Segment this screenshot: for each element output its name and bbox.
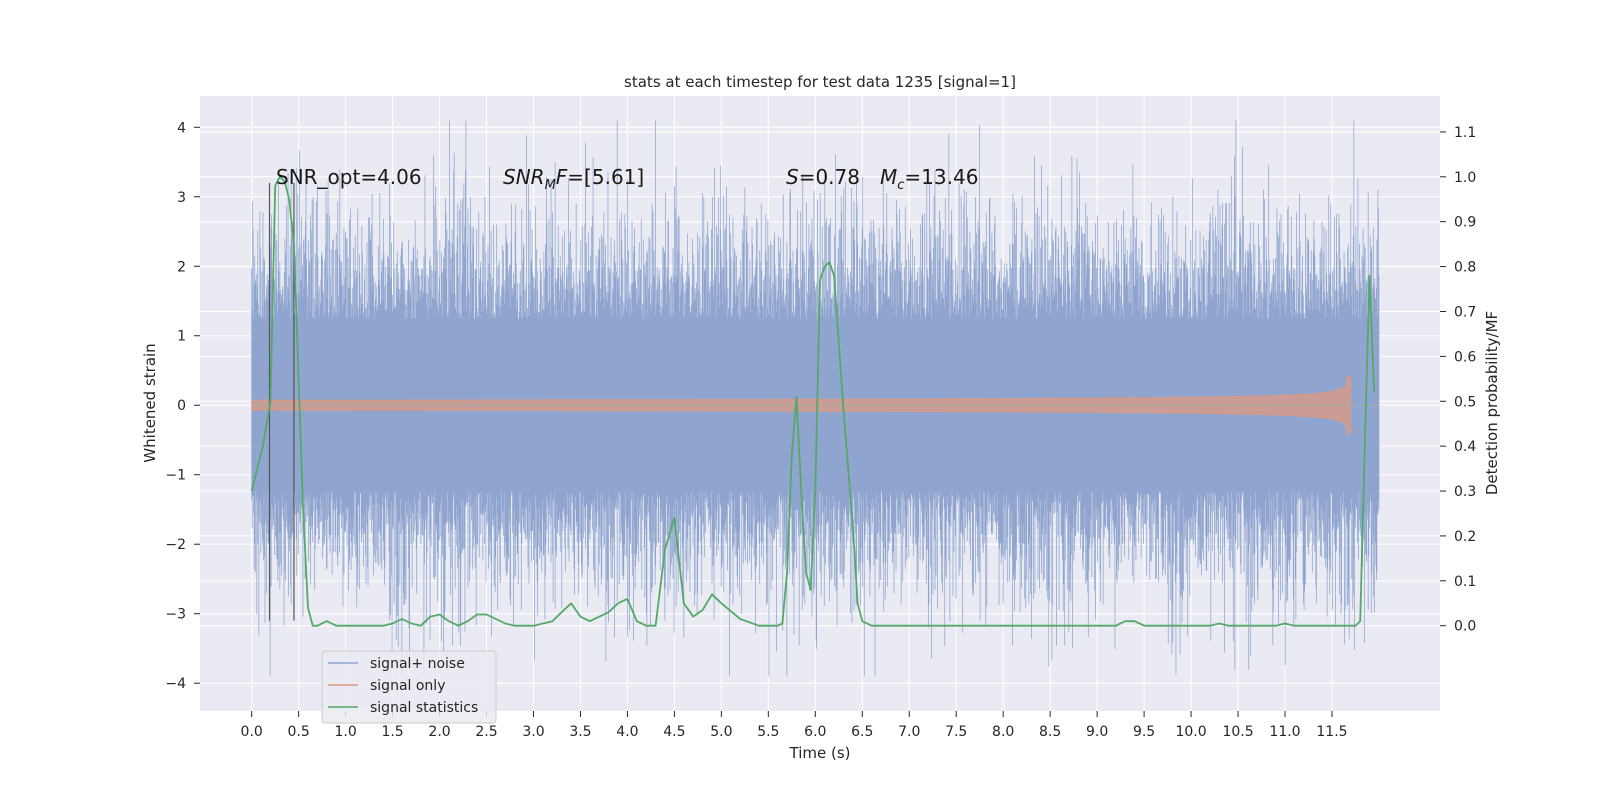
annotation-snr-mf-f: F [556, 165, 568, 189]
y2-tick-label: 0.2 [1454, 529, 1476, 545]
annotation-mc-main: M [880, 165, 897, 189]
legend-label-signal-plus-noise: signal+ noise [370, 656, 465, 672]
annotation-mc-value: =13.46 [904, 165, 978, 189]
annotation-mc-sub: c [897, 178, 904, 193]
y2-tick-label: 0.7 [1454, 304, 1476, 320]
y2-axis-label: Detection probability/MF [1483, 311, 1501, 495]
y-tick-label: 0 [177, 398, 186, 414]
legend-box [321, 650, 497, 724]
y2-tick-label: 1.0 [1454, 170, 1476, 186]
y2-tick-label: 1.1 [1454, 125, 1476, 141]
x-tick-label: 2.5 [475, 724, 497, 740]
x-tick-label: 0.5 [288, 724, 310, 740]
y2-tick-label: 0.9 [1454, 215, 1476, 231]
x-tick-label: 10.5 [1222, 724, 1253, 740]
y-tick-label: −4 [165, 676, 186, 692]
y2-tick-label: 0.0 [1454, 619, 1476, 635]
y-tick-label: −1 [165, 468, 186, 484]
y-tick-label: 2 [177, 259, 186, 275]
legend: signal+ noise signal only signal statist… [321, 650, 497, 724]
series-signal-only [251, 374, 1379, 436]
y2-tick-label: 0.4 [1454, 439, 1476, 455]
x-tick-label: 2.0 [428, 724, 450, 740]
x-tick-label: 5.0 [710, 724, 732, 740]
x-tick-label: 10.0 [1175, 724, 1206, 740]
x-tick-label: 5.5 [757, 724, 779, 740]
x-tick-label: 8.0 [992, 724, 1014, 740]
x-tick-label: 0.0 [241, 724, 263, 740]
x-tick-label: 9.0 [1086, 724, 1108, 740]
annotation-snr-mf-sub: M [545, 178, 556, 193]
y2-axis-ticks: 1.1 1.0 0.9 0.8 0.7 0.6 0.5 0.4 0.3 0.2 0.1 0.0 [1440, 125, 1476, 635]
x-tick-label: 9.5 [1133, 724, 1155, 740]
y2-tick-label: 0.5 [1454, 394, 1476, 410]
y-axis-ticks: 4 3 2 1 0 −1 −2 −3 −4 [165, 120, 200, 692]
y-tick-label: −3 [165, 607, 186, 623]
x-axis-ticks: 0.0 0.5 1.0 1.5 2.0 2.5 3.0 3.5 4.0 4.5 5.0 5.5 6.0 6… [241, 711, 1348, 740]
x-tick-label: 3.5 [569, 724, 591, 740]
series-signal-statistics [250, 175, 1376, 627]
statistics-line [250, 175, 1376, 627]
y2-tick-label: 0.8 [1454, 260, 1476, 276]
annotation-snr-mf-main: SNR [503, 165, 545, 189]
y-axis-label: Whitened strain [141, 343, 159, 462]
x-tick-label: 6.5 [851, 724, 873, 740]
y-tick-label: −2 [165, 537, 186, 553]
x-tick-label: 7.0 [898, 724, 920, 740]
y-tick-label: 3 [177, 190, 186, 206]
legend-label-signal-only: signal only [370, 678, 445, 694]
y-tick-label: 1 [177, 329, 186, 345]
y2-tick-label: 0.1 [1454, 574, 1476, 590]
x-tick-label: 7.5 [945, 724, 967, 740]
x-axis-label: Time (s) [789, 744, 851, 762]
x-tick-label: 1.0 [334, 724, 356, 740]
x-tick-label: 11.5 [1316, 724, 1347, 740]
x-tick-label: 11.0 [1269, 724, 1300, 740]
annotation-snr-mf-value: =[5.61] [567, 165, 644, 189]
y-tick-label: 4 [177, 120, 186, 136]
x-tick-label: 3.0 [522, 724, 544, 740]
annotation-s: S=0.78 [786, 165, 860, 189]
legend-label-signal-statistics: signal statistics [370, 700, 478, 716]
annotation-snr-mf: SNRMF=[5.61] [503, 165, 644, 193]
annotation-mc: Mc=13.46 [880, 165, 978, 193]
x-tick-label: 4.0 [616, 724, 638, 740]
x-tick-label: 6.0 [804, 724, 826, 740]
y2-tick-label: 0.3 [1454, 484, 1476, 500]
x-tick-label: 4.5 [663, 724, 685, 740]
annotation-snr-opt: SNR_opt=4.06 [276, 165, 422, 189]
y2-tick-label: 0.6 [1454, 349, 1476, 365]
chart-title: stats at each timestep for test data 123… [624, 73, 1016, 91]
x-tick-label: 8.5 [1039, 724, 1061, 740]
x-tick-label: 1.5 [381, 724, 403, 740]
annotation-s-value: =0.78 [799, 165, 860, 189]
annotation-s-main: S [786, 165, 799, 189]
